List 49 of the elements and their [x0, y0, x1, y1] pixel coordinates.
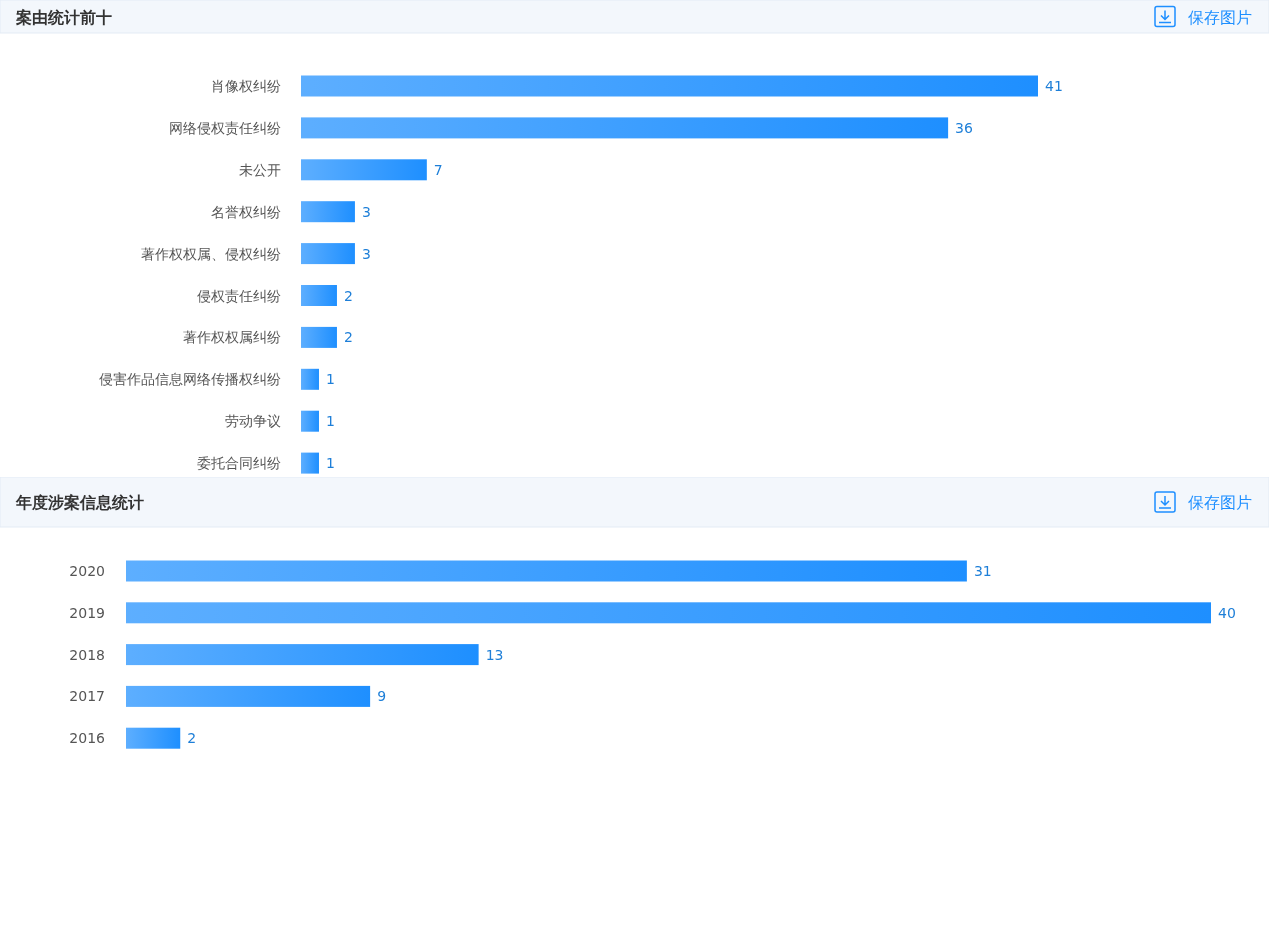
chart-title: 年度涉案信息统计	[15, 493, 144, 512]
y-tick-label: 著作权权属、侵权纠纷	[141, 245, 281, 262]
y-tick-label: 劳动争议	[225, 413, 281, 430]
y-tick-label: 2020	[69, 563, 105, 579]
bar	[301, 75, 1038, 97]
bar	[301, 452, 319, 474]
y-tick-label: 侵权责任纠纷	[197, 287, 281, 304]
y-tick-label: 2016	[69, 730, 106, 747]
y-tick-label: 肖像权纠纷	[211, 78, 281, 94]
y-tick-label: 2018	[69, 646, 105, 663]
data-label: 3	[361, 203, 371, 220]
data-label: 40	[1218, 604, 1236, 621]
y-tick-label: 侵害作品信息网络传播权纠纷	[99, 371, 281, 388]
data-label: 2	[343, 329, 353, 346]
data-label: 41	[1045, 78, 1063, 94]
y-tick-label: 著作权权属纠纷	[183, 329, 281, 346]
data-label: 13	[485, 646, 504, 663]
bar	[301, 201, 355, 223]
data-label: 1	[325, 455, 335, 472]
text: 保存图片	[1188, 7, 1252, 27]
y-tick-label: 2019	[69, 604, 105, 621]
data-label: 7	[433, 161, 443, 178]
bar	[301, 368, 319, 390]
data-label: 9	[377, 688, 387, 705]
bar	[126, 560, 967, 582]
y-tick-label: 未公开	[239, 161, 281, 178]
data-label: 2	[343, 287, 353, 304]
y-tick-label: 委托合同纠纷	[197, 455, 281, 472]
data-label: 1	[325, 413, 335, 430]
data-label: 36	[955, 119, 974, 136]
data-label: 3	[361, 245, 371, 262]
text: 案由统计前十	[15, 7, 112, 27]
y-tick-label: 2017	[69, 688, 105, 705]
bar	[301, 326, 337, 348]
y-tick-label: 名誉权纠纷	[211, 203, 281, 220]
bar	[126, 727, 181, 749]
bar	[126, 685, 371, 707]
bar	[301, 285, 337, 306]
y-tick-label: 网络侵权责任纠纷	[169, 119, 281, 136]
bar	[301, 243, 355, 265]
data-label: 31	[973, 563, 992, 579]
bar	[301, 159, 427, 181]
bar	[126, 644, 479, 666]
bar	[126, 602, 1211, 624]
text: 保存图片	[1188, 493, 1252, 512]
data-label: 2	[187, 730, 197, 747]
bar	[301, 410, 319, 432]
data-label: 1	[325, 371, 335, 388]
bar	[301, 117, 949, 139]
